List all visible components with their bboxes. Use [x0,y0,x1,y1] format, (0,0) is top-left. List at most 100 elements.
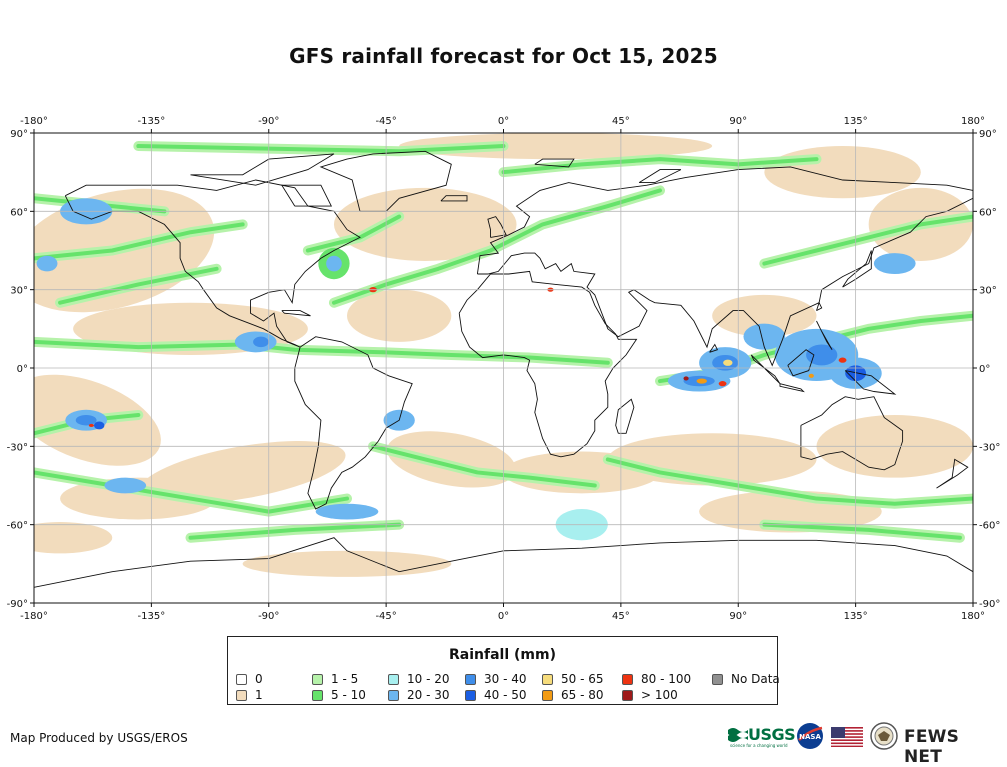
legend-label: 5 - 10 [331,688,366,702]
rain-area [333,187,517,261]
coastline [476,166,973,367]
seal-icon [870,722,898,750]
legend-label: > 100 [641,688,678,702]
lon-tick-label-bottom: -90° [258,611,279,622]
nasa-meatball-icon: NASA [797,723,823,749]
rain-area [75,415,97,426]
legend-item: 30 - 40 [465,671,542,687]
coastline [64,179,361,348]
lon-tick-label-bottom: 45° [612,611,630,622]
map-canvas: -180° -180° -135° -135° -90° -90° -45° -45° 0° 0°… [7,116,1001,622]
lon-tick-label-bottom: 0° [498,611,509,622]
legend-item: 40 - 50 [465,687,542,703]
legend-swatch [465,673,476,685]
lat-tick-label-right: 30° [979,286,997,297]
legend-swatch [312,673,323,685]
lon-tick-label-top: 180° [961,116,985,127]
graticule [34,133,973,603]
lon-tick-label-top: -180° [20,116,48,127]
coastline [816,320,833,350]
us-flag [831,727,863,751]
coastlines [34,150,973,588]
lat-tick-label-left: 90° [10,129,28,140]
legend-swatch [622,689,633,701]
legend-item: 1 [236,687,312,703]
rain-area [88,423,94,428]
legend-label: No Data [731,672,780,686]
coastline [750,354,781,385]
rain-band [188,522,402,540]
coastline [281,310,311,317]
lat-tick-label-left: -30° [7,442,28,453]
legend-swatch [236,673,247,685]
lon-tick-label-top: 45° [612,116,630,127]
usgs-wave-icon [728,728,748,742]
legend-swatch [622,673,633,685]
legend-label: 1 - 5 [331,672,359,686]
rain-band [762,214,973,266]
rain-area [838,357,847,363]
usgs-tagline: science for a changing world [730,743,788,748]
legend-label: 80 - 100 [641,672,692,686]
legend-item: 1 - 5 [312,671,388,687]
legend-swatch [388,673,399,685]
rain-area [806,344,838,366]
rain-band [371,444,597,488]
rain-band [501,157,819,175]
rain-area [104,477,147,494]
legend-swatch [312,689,323,701]
agency-logos: USGS science for a changing world NASA [728,722,998,767]
legend-title: Rainfall (mm) [449,647,556,663]
lat-tick-label-left: -90° [7,599,28,610]
rain-band [58,266,219,305]
legend-items: 0 1 1 - 5 5 - 10 10 - 20 20 - 30 30 - 40 40 - 5… [236,671,782,703]
lon-tick-label-top: 0° [498,116,509,127]
legend-label: 40 - 50 [484,688,527,702]
lat-tick-label-left: -60° [7,521,28,532]
lon-tick-label-top: -135° [138,116,166,127]
legend-swatch [465,689,476,701]
rain-area [683,376,689,381]
lon-tick-label-bottom: -180° [20,611,48,622]
us-flag-icon [831,727,863,747]
coastline [779,383,805,393]
legend-item: 10 - 20 [388,671,465,687]
lat-tick-label-right: 90° [979,129,997,140]
coastline [800,396,904,471]
coastline [615,398,635,434]
legend-label: 65 - 80 [561,688,604,702]
legend-item: No Data [712,671,782,687]
rain-area [696,378,707,384]
fews-net-wordmark: FEWS NET [904,727,960,767]
coastline [190,153,335,186]
rain-area [743,323,786,350]
lon-tick-label-top: -45° [375,116,396,127]
coastline [709,343,719,353]
lat-tick-label-right: -90° [979,599,1000,610]
rain-band [762,522,962,540]
legend-item: 80 - 100 [622,671,712,687]
lon-tick-label-bottom: 90° [729,611,747,622]
coastline [458,270,638,458]
coastline [487,216,507,238]
rain-area [399,133,713,160]
coastline [440,195,468,202]
legend-swatch [542,673,553,685]
rain-area [808,373,814,378]
state-dept-seal [870,722,898,754]
lon-tick-label-top: -90° [258,116,279,127]
nasa-wordmark: NASA [799,733,821,741]
lon-tick-label-top: 135° [844,116,868,127]
legend-swatch [236,689,247,701]
legend-item: 20 - 30 [388,687,465,703]
lat-tick-label-left: 0° [17,364,28,375]
legend-label: 20 - 30 [407,688,450,702]
legend-label: 0 [255,672,263,686]
lat-tick-label-right: 0° [979,364,990,375]
legend-swatch [712,673,723,685]
rain-area [93,421,105,430]
lon-tick-label-bottom: 180° [961,611,985,622]
lon-tick-label-bottom: -135° [138,611,166,622]
rainfall-map: -180° -180° -135° -135° -90° -90° -45° -45° 0° 0°… [0,112,1007,622]
coastline [319,150,452,212]
